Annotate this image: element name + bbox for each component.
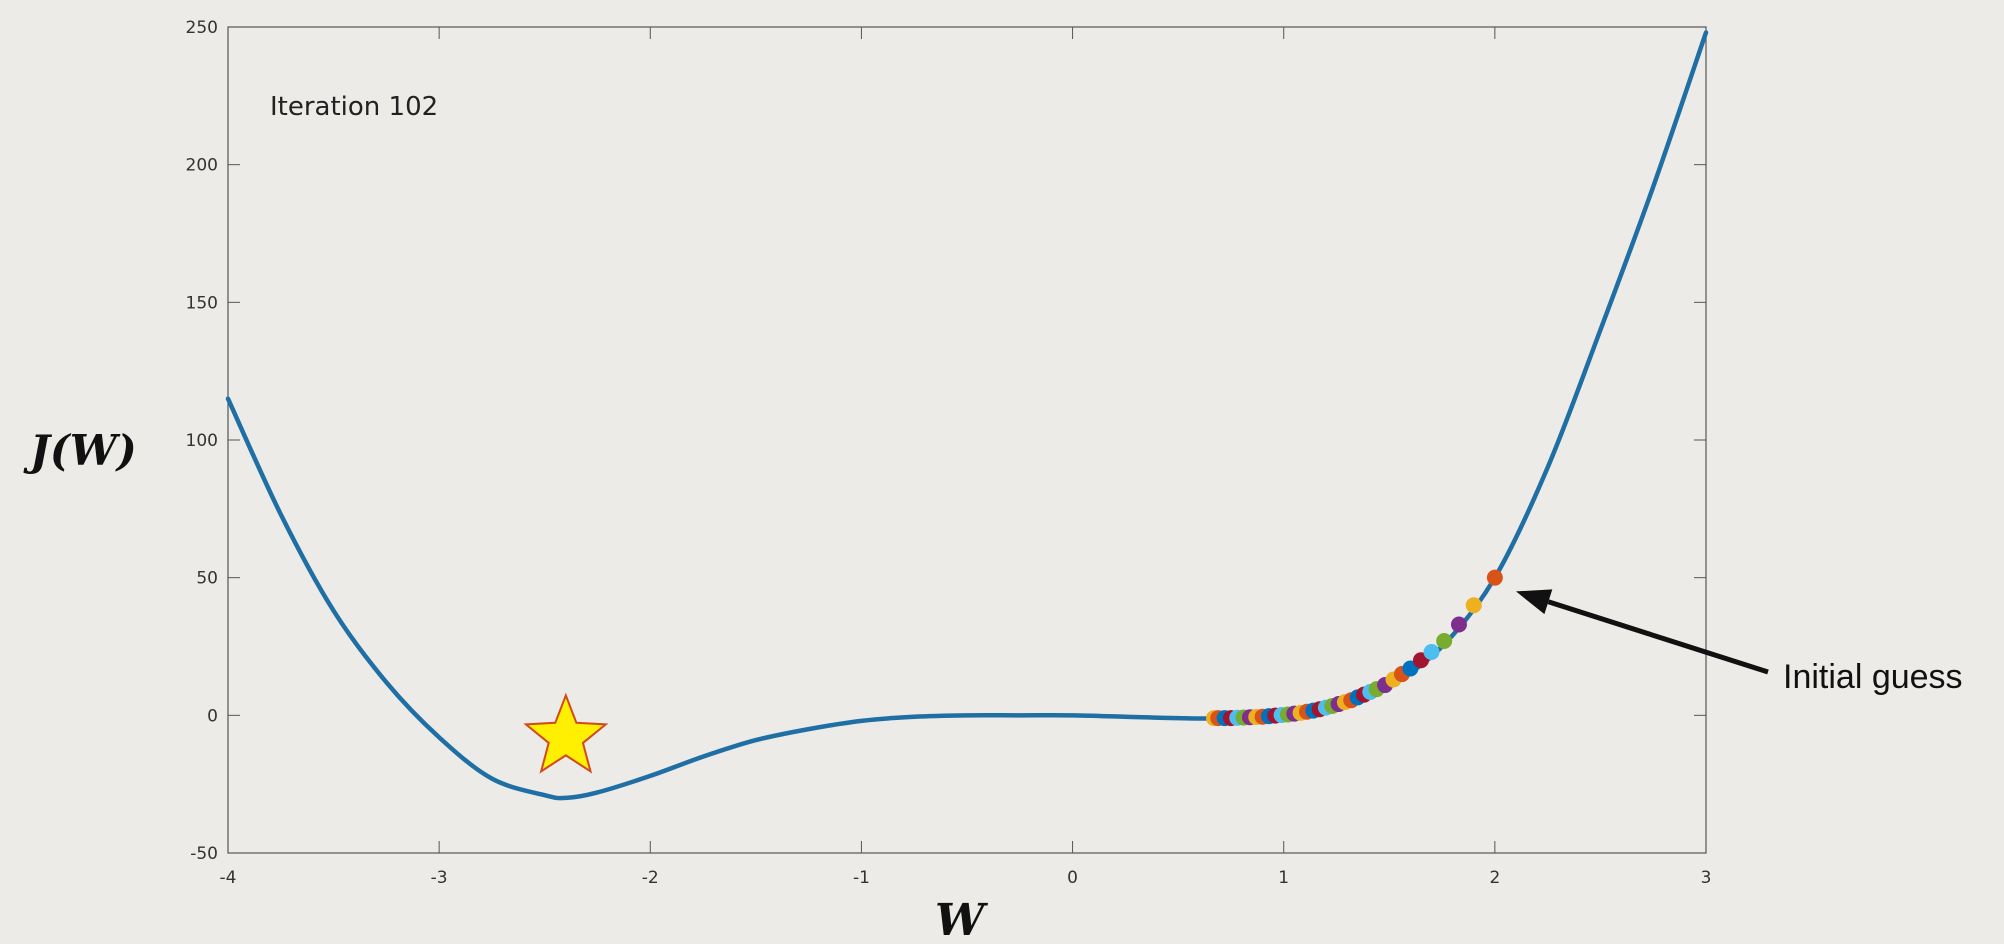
arrow-head-icon (1515, 589, 1553, 615)
descent-point (1450, 616, 1467, 633)
star-icon (523, 692, 609, 774)
y-tick-label: 150 (186, 293, 218, 313)
y-tick-label: 200 (186, 156, 218, 176)
y-tick-label: -50 (190, 844, 218, 864)
y-tick-label: 0 (207, 706, 218, 726)
initial-guess-label: Initial guess (1783, 658, 1963, 696)
x-tick-label: 0 (1067, 868, 1078, 888)
descent-point (1436, 632, 1453, 649)
descent-point (1465, 597, 1482, 614)
x-axis-label: W (935, 895, 989, 944)
y-tick-label: 50 (196, 569, 218, 589)
x-tick-label: -1 (853, 868, 870, 888)
x-tick-label: 1 (1278, 868, 1289, 888)
x-tick-label: -2 (642, 868, 659, 888)
descent-point (1486, 569, 1503, 586)
y-tick-label: 250 (186, 18, 218, 38)
arrow-shaft (1547, 599, 1769, 675)
x-tick-label: 3 (1701, 868, 1712, 888)
iteration-label: Iteration 102 (270, 92, 438, 122)
y-tick-label: 100 (186, 431, 218, 451)
x-tick-label: -3 (431, 868, 448, 888)
y-axis-label: J(W) (23, 426, 137, 475)
descent-point (1423, 644, 1440, 661)
plot-frame (227, 26, 1707, 854)
loss-curve (225, 30, 1709, 801)
x-tick-label: -4 (220, 868, 237, 888)
x-tick-label: 2 (1489, 868, 1500, 888)
